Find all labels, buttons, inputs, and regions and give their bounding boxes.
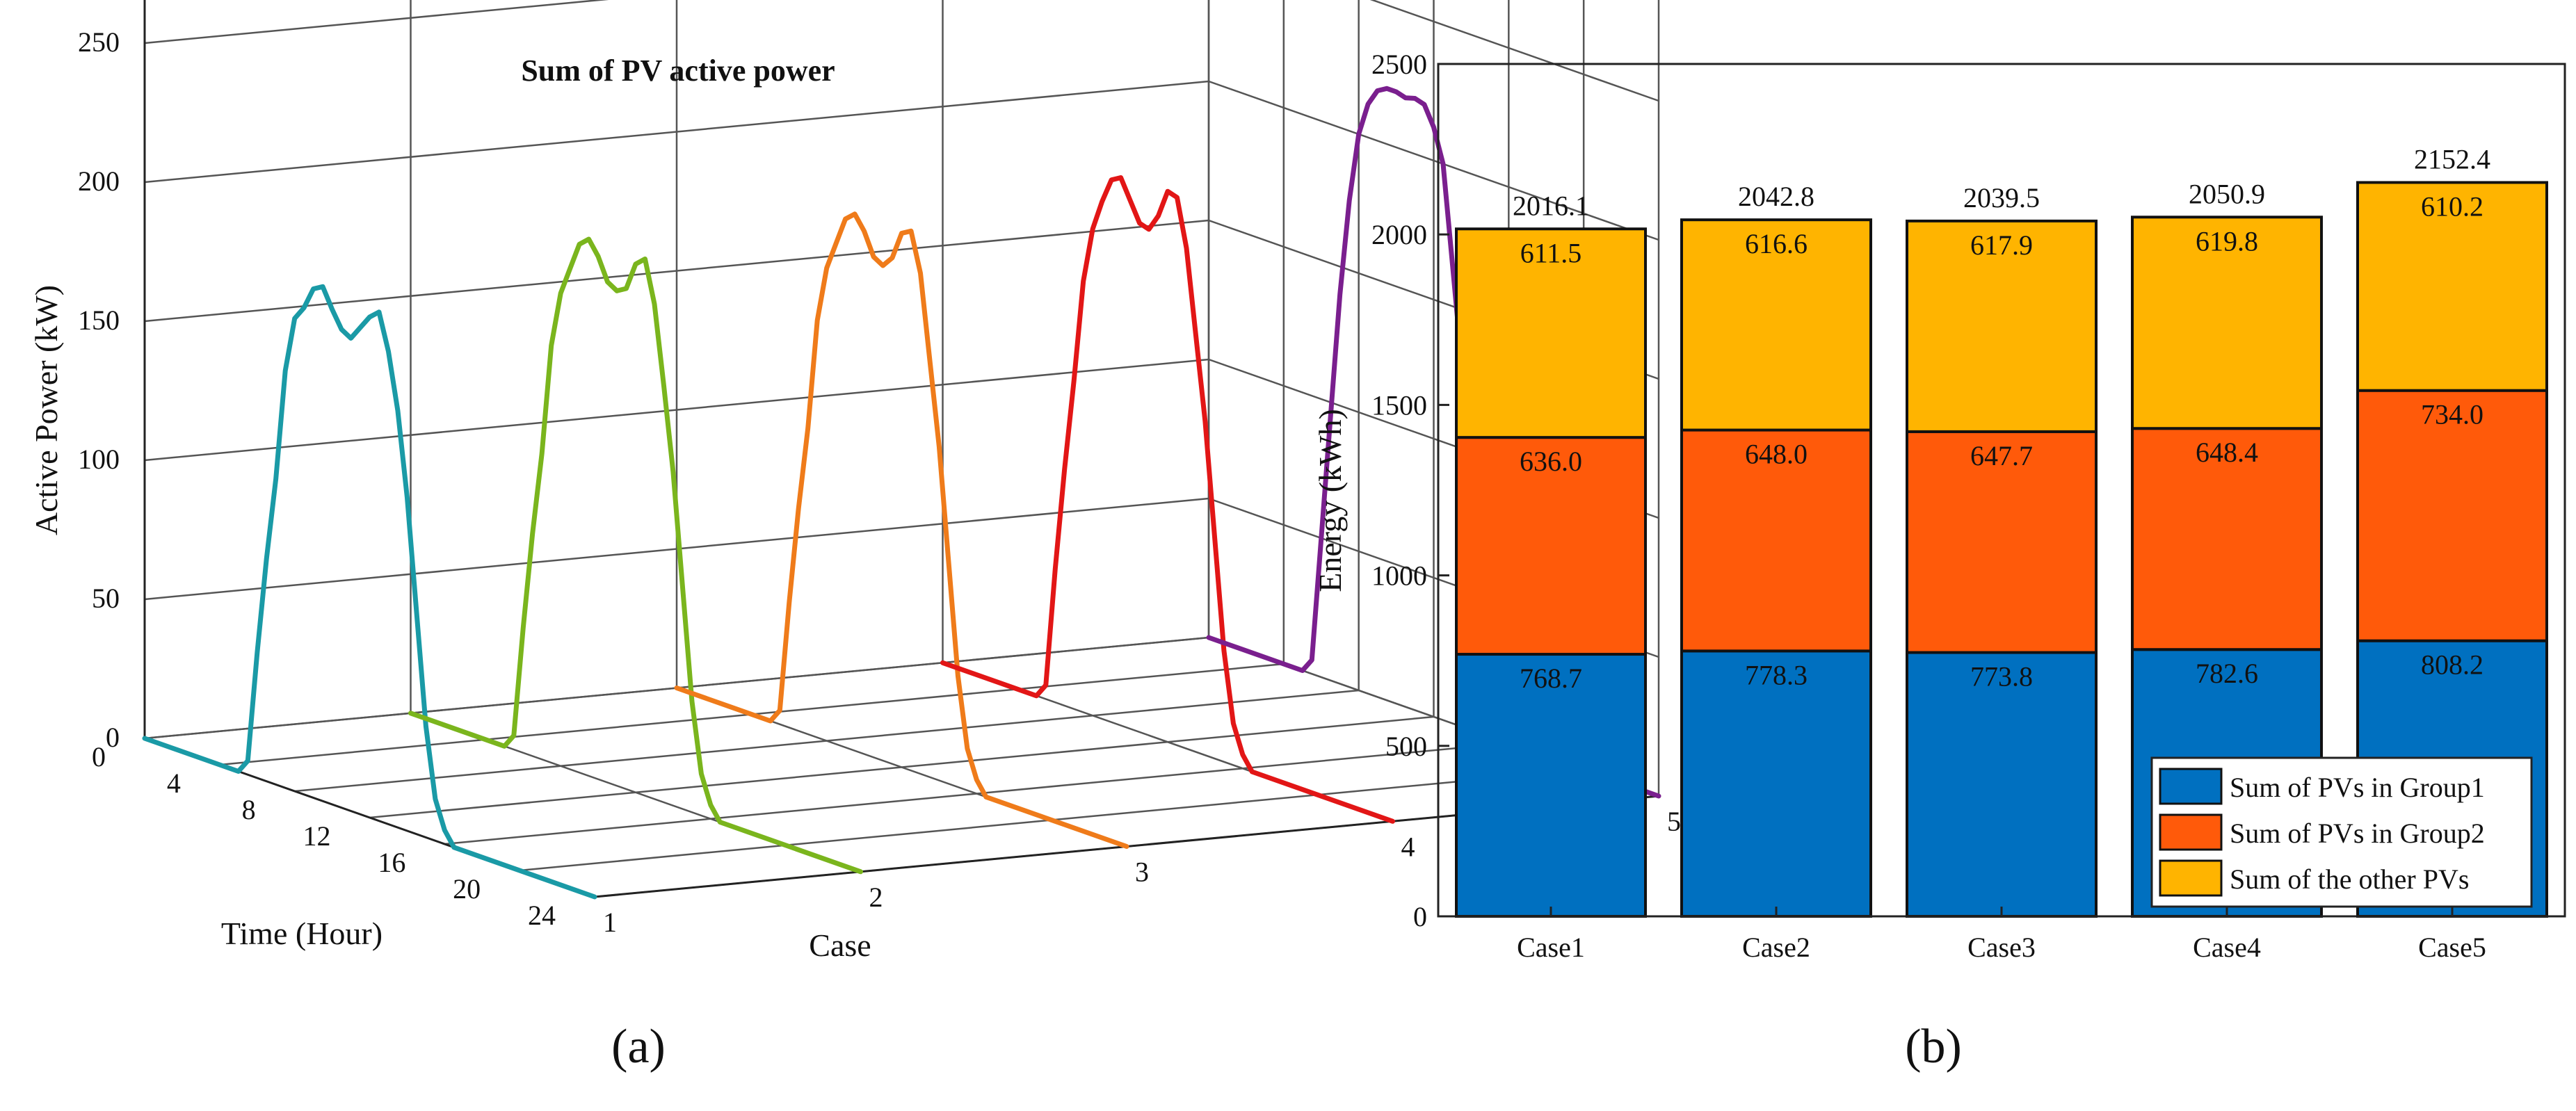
segment-value-label: 617.9	[1970, 229, 2033, 261]
side-wall-gridline-power	[1208, 80, 1659, 241]
case-tick-label: 5	[1667, 806, 1681, 837]
segment-value-label: 778.3	[1745, 659, 1808, 690]
legend-swatch	[2159, 813, 2223, 851]
bar-segment-case5-series-3	[2356, 181, 2548, 392]
legend-swatch	[2159, 859, 2223, 897]
chart-a-traces	[142, 86, 1661, 900]
y-tick-label: 500	[1385, 731, 1427, 762]
total-value-label: 2039.5	[1963, 182, 2040, 213]
chart-b-value-labels: 768.7 636.0 611.5 2016.1 778.3 648.0 616.6 2042…	[1513, 143, 2490, 694]
time-tick-label: 16	[378, 847, 405, 878]
segment-value-label: 648.0	[1745, 439, 1808, 470]
legend-label: Sum of the other PVs	[2230, 863, 2469, 895]
bar-segment-case5-series-2	[2356, 389, 2548, 642]
segment-value-label: 768.7	[1520, 663, 1582, 694]
bar-segment-case1-series-2	[1455, 436, 1647, 656]
case-tick-label: 4	[1401, 831, 1415, 862]
power-tick-label: 250	[78, 26, 120, 58]
segment-value-label: 648.4	[2196, 437, 2258, 468]
legend-label: Sum of PVs in Group2	[2230, 818, 2485, 849]
back-wall-gridline-power	[144, 358, 1209, 462]
y-tick-label: 1000	[1371, 560, 1427, 592]
chart-b-y-axis-label: Energy (kWh)	[1312, 409, 1348, 592]
x-tick-label: Case4	[2193, 932, 2261, 963]
chart-a-case-axis-label: Case	[809, 927, 871, 963]
chart-a-title: Sum of PV active power	[521, 54, 835, 88]
x-tick-label: Case3	[1967, 932, 2036, 963]
chart-a-x-axis-label: Time (Hour)	[221, 916, 383, 951]
bar-segment-case1-series-1	[1455, 653, 1647, 918]
power-tick-label: 100	[78, 444, 120, 475]
segment-value-label: 808.2	[2421, 649, 2484, 681]
time-tick-label: 12	[303, 820, 331, 852]
time-tick-label: 0	[92, 741, 106, 772]
segment-value-label: 611.5	[1520, 237, 1582, 268]
y-tick-label: 2500	[1371, 49, 1427, 80]
caption-a: (a)	[611, 1020, 666, 1073]
bar-segment-case2-series-2	[1680, 428, 1872, 653]
segment-value-label: 619.8	[2196, 225, 2258, 257]
segment-value-label: 610.2	[2421, 190, 2484, 222]
total-value-label: 2152.4	[2414, 143, 2490, 175]
bar-segment-case4-series-2	[2131, 427, 2323, 651]
case-1-power-trace	[142, 284, 597, 900]
power-tick-label: 150	[78, 305, 120, 336]
segment-value-label: 636.0	[1520, 446, 1582, 477]
legend-label: Sum of PVs in Group1	[2230, 772, 2485, 803]
case-tick-label: 2	[869, 882, 883, 913]
segment-value-label: 734.0	[2421, 399, 2484, 430]
bar-segment-case4-series-3	[2131, 216, 2323, 430]
legend-swatch	[2159, 768, 2223, 805]
bar-segment-case2-series-3	[1680, 218, 1872, 432]
case-2-power-trace	[408, 236, 863, 875]
time-tick-label: 8	[242, 794, 256, 825]
case-tick-label: 3	[1135, 857, 1149, 888]
time-tick-label: 4	[167, 768, 181, 799]
bar-segment-case3-series-2	[1906, 430, 2098, 654]
power-tick-label: 0	[106, 722, 120, 753]
y-tick-label: 2000	[1371, 219, 1427, 250]
caption-b: (b)	[1905, 1020, 1962, 1073]
back-wall-gridline-power	[144, 80, 1209, 184]
chart-a-gridlines	[143, 0, 1660, 898]
time-tick-label: 24	[528, 900, 556, 931]
back-wall-gridline-power	[144, 219, 1209, 323]
y-tick-label: 1500	[1371, 389, 1427, 421]
back-wall-gridline-power	[144, 497, 1209, 601]
total-value-label: 2042.8	[1738, 181, 1814, 212]
segment-value-label: 616.6	[1745, 228, 1808, 259]
energy-stacked-bar-chart: 0 500 1000 1500 2000 2500 Case1 Case2 Case3 Case4…	[1312, 49, 2566, 963]
y-tick-label: 0	[1413, 901, 1427, 932]
segment-value-label: 782.6	[2196, 658, 2258, 689]
bar-segment-case3-series-3	[1906, 219, 2098, 433]
total-value-label: 2050.9	[2189, 178, 2265, 209]
total-value-label: 2016.1	[1513, 190, 1589, 221]
time-tick-label: 20	[453, 873, 481, 905]
side-wall-gridline-power	[1369, 0, 1659, 102]
x-tick-label: Case2	[1742, 932, 1810, 963]
case-3-power-trace	[674, 211, 1129, 849]
case-4-power-trace	[940, 175, 1395, 824]
chart-a-y-axis-label: Active Power (kW)	[29, 285, 64, 535]
x-tick-label: Case1	[1517, 932, 1585, 963]
case-tick-label: 1	[603, 907, 617, 938]
power-tick-label: 50	[92, 583, 120, 614]
bar-segment-case1-series-3	[1455, 227, 1647, 439]
x-tick-label: Case5	[2418, 932, 2486, 963]
chart-b-legend: Sum of PVs in Group1 Sum of PVs in Group2…	[2150, 756, 2533, 908]
segment-value-label: 773.8	[1970, 661, 2033, 692]
bar-segment-case3-series-1	[1906, 651, 2098, 918]
back-wall-gridline-power	[144, 0, 609, 44]
power-tick-label: 200	[78, 165, 120, 197]
bar-segment-case2-series-1	[1680, 649, 1872, 918]
segment-value-label: 647.7	[1970, 440, 2033, 471]
chart-b-axes: 0 500 1000 1500 2000 2500 Case1 Case2 Case3 Case4…	[1371, 49, 2566, 963]
